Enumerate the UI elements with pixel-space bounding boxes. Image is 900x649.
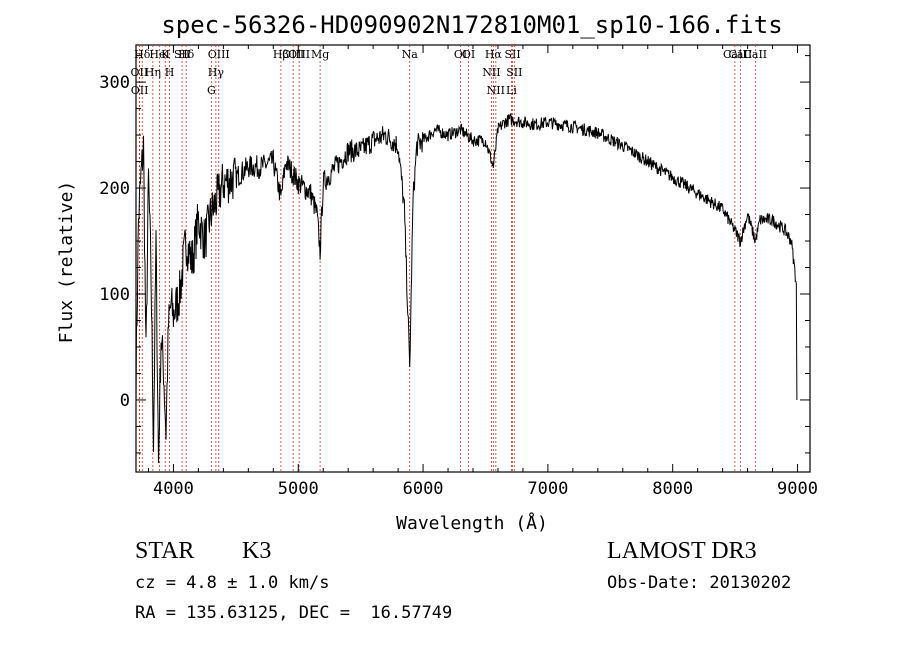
line-marker-label: NII	[487, 84, 505, 97]
ra-dec: RA = 135.63125, DEC = 16.57749	[135, 603, 453, 623]
flux-series-line	[135, 113, 798, 464]
line-marker-label: SII	[506, 66, 522, 79]
line-marker-label: OII	[131, 84, 149, 97]
line-marker-label: OI	[462, 48, 475, 61]
line-marker-label: OI	[454, 48, 467, 61]
y-tick-label: 300	[99, 73, 130, 93]
line-marker-label: Hδ	[178, 48, 195, 61]
line-marker-label: HeI	[149, 48, 169, 61]
line-markers	[138, 45, 756, 472]
line-marker-label: Li	[506, 84, 517, 97]
y-tick-label: 200	[99, 179, 130, 199]
line-marker-label: CaII	[729, 48, 753, 61]
object-subclass: K3	[242, 538, 272, 564]
redshift-cz: cz = 4.8 ± 1.0 km/s	[135, 573, 330, 593]
y-tick-label: 0	[120, 391, 130, 411]
chart-title: spec-56326-HD090902N172810M01_sp10-166.f…	[161, 11, 782, 39]
line-marker-label: OIII	[208, 48, 230, 61]
line-marker-label: SII	[504, 48, 520, 61]
x-axis-ticks: 4000 5000 6000 7000 8000 9000	[147, 45, 818, 499]
line-marker-label: NII	[482, 66, 500, 79]
x-tick-label: 6000	[403, 479, 444, 499]
line-marker-label: CaII	[723, 48, 747, 61]
line-marker-label: Hγ	[208, 66, 225, 79]
line-marker-label: Hη	[145, 66, 161, 79]
plot-frame	[135, 44, 811, 473]
line-marker-label: Na	[402, 48, 419, 61]
y-axis-ticks: 0 100 200 300	[99, 55, 810, 454]
line-marker-label: Hδ	[134, 48, 151, 61]
x-tick-label: 9000	[777, 479, 818, 499]
line-marker-label: Hβ	[273, 48, 289, 61]
line-marker-label: OII	[131, 66, 149, 79]
y-tick-label: 100	[99, 285, 130, 305]
x-axis-label: Wavelength (Å)	[396, 512, 548, 534]
line-marker-label: Mg	[311, 48, 329, 61]
object-class: STAR	[135, 538, 195, 564]
line-marker-label: SII	[174, 48, 190, 61]
x-tick-label: 4000	[153, 479, 194, 499]
line-marker-label: CaII	[743, 48, 767, 61]
line-marker-label: K	[161, 48, 170, 61]
survey-name: LAMOST DR3	[607, 538, 757, 564]
x-tick-label: 5000	[278, 479, 319, 499]
line-marker-label: OIII	[288, 48, 310, 61]
x-tick-label: 8000	[652, 479, 693, 499]
x-tick-label: 7000	[527, 479, 568, 499]
observation-date: Obs-Date: 20130202	[607, 573, 792, 593]
line-marker-label: Hα	[485, 48, 503, 61]
y-axis-label: Flux (relative)	[56, 181, 77, 344]
line-marker-label: G	[207, 84, 216, 97]
line-marker-label: H	[165, 66, 175, 79]
